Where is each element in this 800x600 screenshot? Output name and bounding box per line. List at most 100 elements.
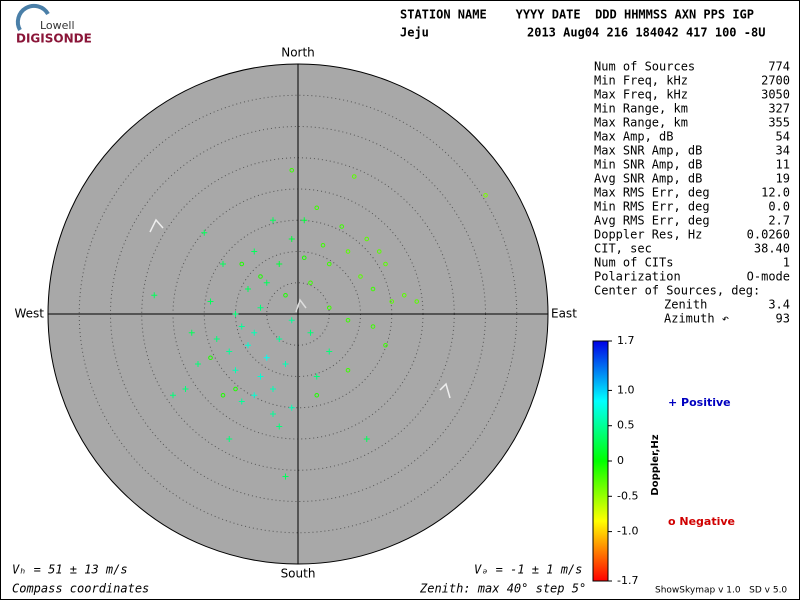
source-negative (376, 249, 382, 254)
source-positive (226, 436, 233, 442)
stat-value: O-mode (747, 270, 790, 284)
stat-value: 2700 (761, 74, 790, 88)
dir-north: North (281, 46, 315, 60)
stat-value: 11 (776, 158, 790, 172)
stat-value: 1 (783, 256, 790, 270)
header-labels: STATION NAME YYYY DATE DDD HHMMSS AXN PP… (400, 8, 754, 22)
stat-label: CIT, sec (594, 242, 652, 256)
source-negative (326, 305, 332, 311)
center-label: Zenith (664, 298, 707, 312)
stat-label: Min Freq, kHz (594, 74, 688, 88)
arrow-marker (439, 382, 451, 399)
source-negative (383, 342, 388, 348)
source-positive (220, 261, 226, 267)
arrow-marker (295, 298, 307, 313)
source-positive (276, 336, 283, 342)
source-positive (226, 348, 233, 355)
source-positive (288, 404, 295, 411)
stat-label: Polarization (594, 270, 681, 284)
source-positive (213, 336, 220, 342)
stat-value: 19 (776, 172, 790, 186)
vh: Vₕ = 51 ± 13 m/s (12, 563, 128, 577)
source-negative (370, 286, 376, 292)
source-negative (345, 367, 351, 373)
colorbar-tick-label: 0.5 (617, 419, 635, 432)
source-negative (326, 261, 332, 267)
colorbar-label: Doppler,Hz (650, 434, 661, 495)
source-positive (251, 248, 258, 255)
source-positive (363, 436, 370, 442)
source-positive (257, 373, 264, 380)
legend-positive: + Positive (668, 396, 731, 409)
logo-top: Lowell (40, 19, 75, 32)
source-negative (389, 299, 395, 304)
legend-negative: o Negative (668, 515, 735, 528)
header-values: 2013 Aug04 216 184042 417 100 -8U (527, 26, 765, 40)
source-negative (239, 261, 245, 267)
source-negative (483, 192, 488, 198)
center-label: Azimuth ↶ (664, 312, 729, 326)
source-negative (233, 386, 238, 392)
plot (47, 63, 549, 565)
zenith-note: Zenith: max 40° step 5° (419, 582, 586, 596)
source-positive (251, 329, 258, 336)
center-value: 93 (776, 312, 790, 326)
source-positive (263, 279, 270, 286)
stat-value: 0.0260 (747, 228, 790, 242)
source-negative (320, 242, 326, 248)
stat-label: Avg SNR Amp, dB (594, 172, 702, 186)
stat-label: Max RMS Err, deg (594, 186, 710, 200)
source-positive (282, 361, 289, 367)
source-positive (313, 373, 320, 380)
source-positive (195, 361, 201, 367)
colorbar-tick-label: 0 (617, 454, 624, 467)
dir-west: West (14, 307, 44, 321)
source-positive (263, 354, 270, 361)
source-positive (232, 311, 239, 317)
source-negative (208, 355, 213, 361)
dir-east: East (551, 307, 577, 321)
stat-value: 774 (768, 60, 790, 74)
logo-bottom: DIGISONDE (16, 32, 92, 46)
source-negative (314, 392, 320, 398)
stat-label: Doppler Res, Hz (594, 228, 702, 242)
stat-label: Max Freq, kHz (594, 88, 688, 102)
source-negative (370, 324, 376, 329)
source-negative (258, 274, 263, 279)
source-negative (289, 167, 295, 173)
source-positive (238, 398, 245, 405)
source-negative (345, 317, 351, 323)
source-positive (326, 348, 333, 355)
source-negative (414, 299, 420, 304)
version: ShowSkymap v 1.0 SD v 5.0 (655, 586, 787, 596)
source-positive (270, 386, 276, 392)
stat-value: 34 (776, 144, 790, 158)
stat-label: Max Range, km (594, 116, 688, 130)
colorbar (592, 340, 609, 582)
source-positive (182, 386, 189, 392)
logo-swoosh (15, 3, 50, 31)
colorbar-tick-label: -1.7 (617, 574, 638, 587)
source-positive (270, 411, 276, 417)
source-positive (307, 329, 314, 336)
station: Jeju (400, 26, 429, 40)
source-positive (276, 423, 283, 430)
stat-label: Num of Sources (594, 60, 695, 74)
source-positive (270, 217, 276, 224)
stat-value: 3050 (761, 88, 790, 102)
stat-value: 2.7 (768, 214, 790, 228)
dir-south: South (281, 567, 316, 581)
source-positive (282, 473, 289, 480)
source-negative (383, 261, 388, 267)
source-negative (314, 205, 320, 211)
stat-label: Min Range, km (594, 102, 688, 116)
source-negative (339, 224, 345, 229)
source-positive (170, 392, 176, 399)
stat-label: Max Amp, dB (594, 130, 673, 144)
coords-note: Compass coordinates (12, 582, 149, 596)
stat-value: 12.0 (761, 186, 790, 200)
stat-label: Max SNR Amp, dB (594, 144, 702, 158)
stat-value: 327 (768, 102, 790, 116)
stat-value: 54 (776, 130, 790, 144)
stat-label: Min SNR Amp, dB (594, 158, 702, 172)
